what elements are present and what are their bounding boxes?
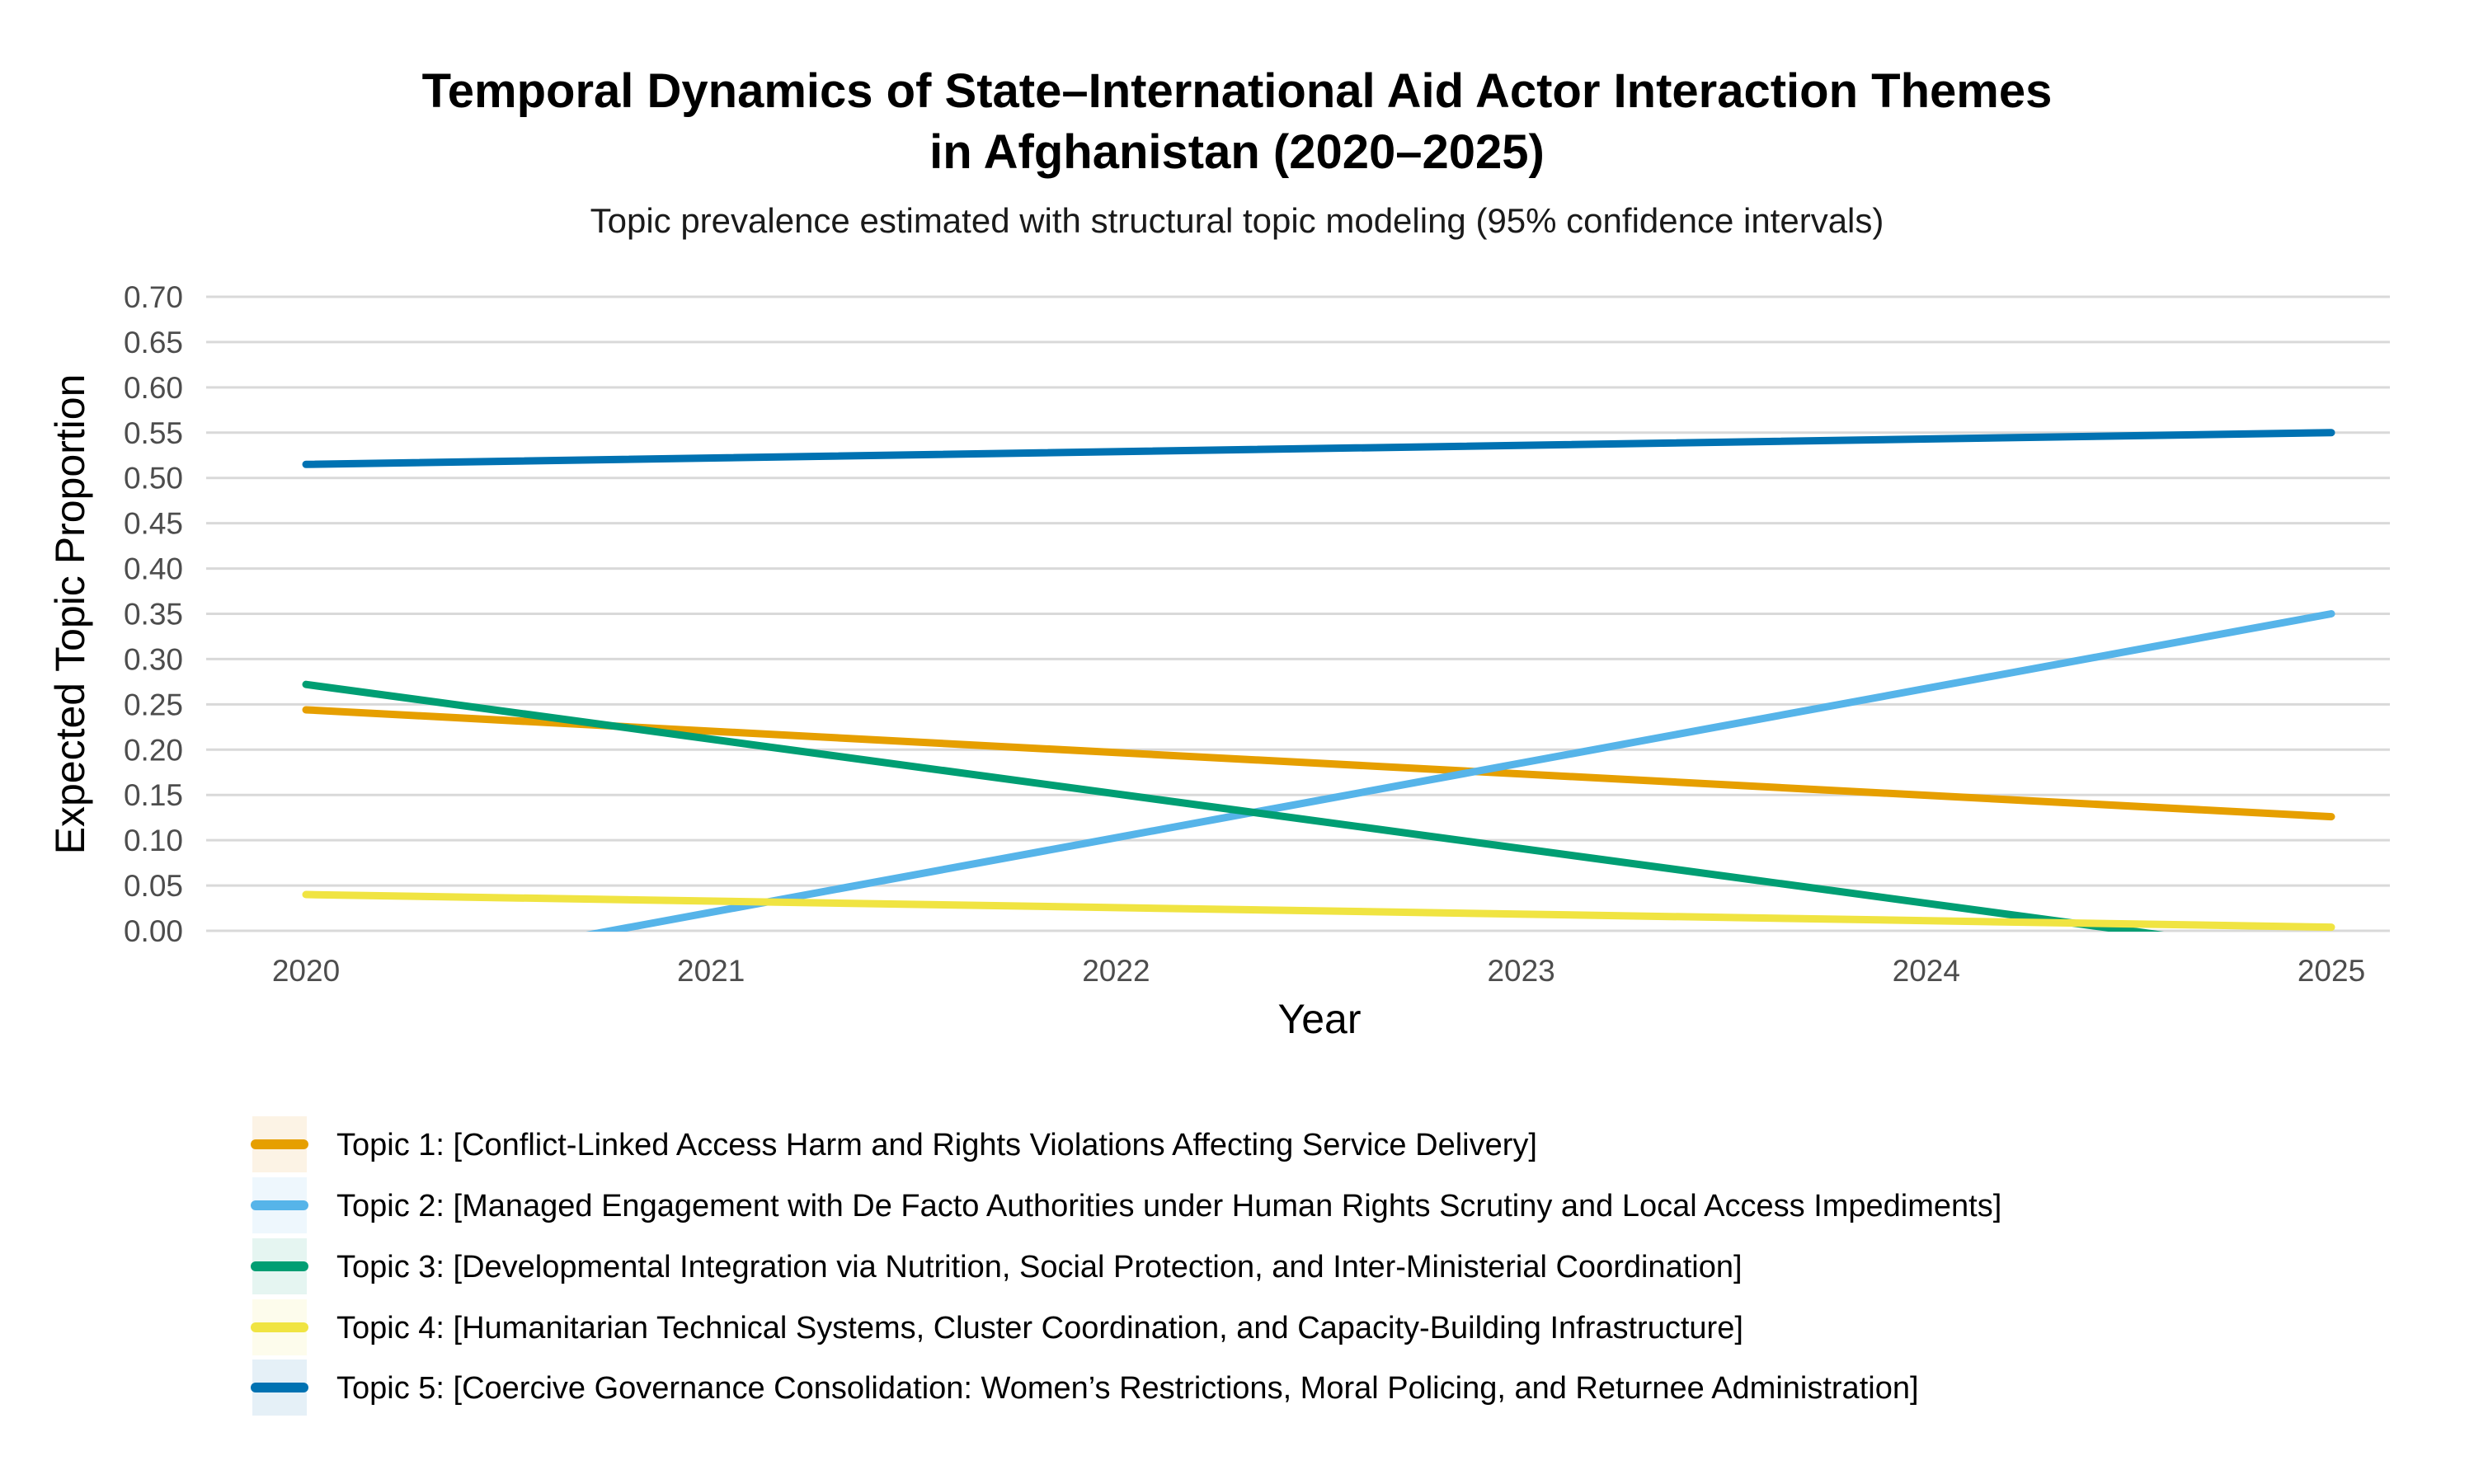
legend: Topic 1: [Conflict-Linked Access Harm an… — [251, 1116, 2001, 1416]
y-tick-labels: 0.00 0.05 0.10 0.15 0.20 0.25 0.30 0.35 0.40 0.45… — [124, 280, 183, 948]
chart-subtitle: Topic prevalence estimated with structur… — [590, 201, 1884, 240]
x-tick-label: 2024 — [1893, 954, 1960, 988]
series-line-topic-2 — [586, 610, 2335, 932]
legend-label: Topic 1: [Conflict-Linked Access Harm an… — [336, 1128, 1537, 1162]
gridlines — [206, 295, 2390, 932]
y-tick-label: 0.60 — [124, 371, 183, 405]
y-tick-label: 0.10 — [124, 824, 183, 857]
y-tick-label: 0.30 — [124, 642, 183, 676]
legend-item-topic-3: Topic 3: [Developmental Integration via … — [251, 1238, 1743, 1294]
x-tick-label: 2023 — [1487, 954, 1554, 988]
legend-item-topic-5: Topic 5: [Coercive Governance Consolidat… — [251, 1360, 1919, 1416]
legend-item-topic-4: Topic 4: [Humanitarian Technical Systems… — [251, 1299, 1743, 1355]
legend-item-topic-2: Topic 2: [Managed Engagement with De Fac… — [251, 1177, 2001, 1233]
y-tick-label: 0.05 — [124, 869, 183, 903]
y-tick-label: 0.15 — [124, 778, 183, 812]
y-tick-label: 0.35 — [124, 598, 183, 632]
x-axis-title: Year — [1277, 996, 1361, 1042]
x-tick-labels: 2020 2021 2022 2023 2024 2025 — [272, 954, 2365, 988]
series-line-topic-3 — [302, 680, 2165, 932]
y-tick-label: 0.25 — [124, 688, 183, 721]
y-tick-label: 0.00 — [124, 914, 183, 948]
series-line-topic-5 — [302, 429, 2335, 468]
y-tick-label: 0.65 — [124, 326, 183, 359]
y-axis-title: Expected Topic Proportion — [47, 374, 93, 855]
chart-title-line-1: Temporal Dynamics of State–International… — [422, 64, 2053, 118]
y-tick-label: 0.45 — [124, 507, 183, 541]
legend-label: Topic 3: [Developmental Integration via … — [336, 1250, 1743, 1284]
x-tick-label: 2021 — [677, 954, 745, 988]
y-tick-label: 0.20 — [124, 733, 183, 767]
x-tick-label: 2025 — [2298, 954, 2365, 988]
legend-label: Topic 2: [Managed Engagement with De Fac… — [336, 1189, 2001, 1223]
y-tick-label: 0.70 — [124, 280, 183, 314]
series-lines — [302, 429, 2335, 932]
legend-item-topic-1: Topic 1: [Conflict-Linked Access Harm an… — [251, 1116, 1537, 1172]
legend-label: Topic 5: [Coercive Governance Consolidat… — [336, 1371, 1919, 1406]
x-tick-label: 2020 — [272, 954, 340, 988]
y-tick-label: 0.50 — [124, 462, 183, 495]
x-tick-label: 2022 — [1082, 954, 1150, 988]
series-line-topic-4 — [302, 890, 2335, 932]
y-tick-label: 0.55 — [124, 416, 183, 450]
y-tick-label: 0.40 — [124, 552, 183, 586]
chart-title-line-2: in Afghanistan (2020–2025) — [929, 125, 1545, 179]
legend-label: Topic 4: [Humanitarian Technical Systems… — [336, 1311, 1743, 1345]
